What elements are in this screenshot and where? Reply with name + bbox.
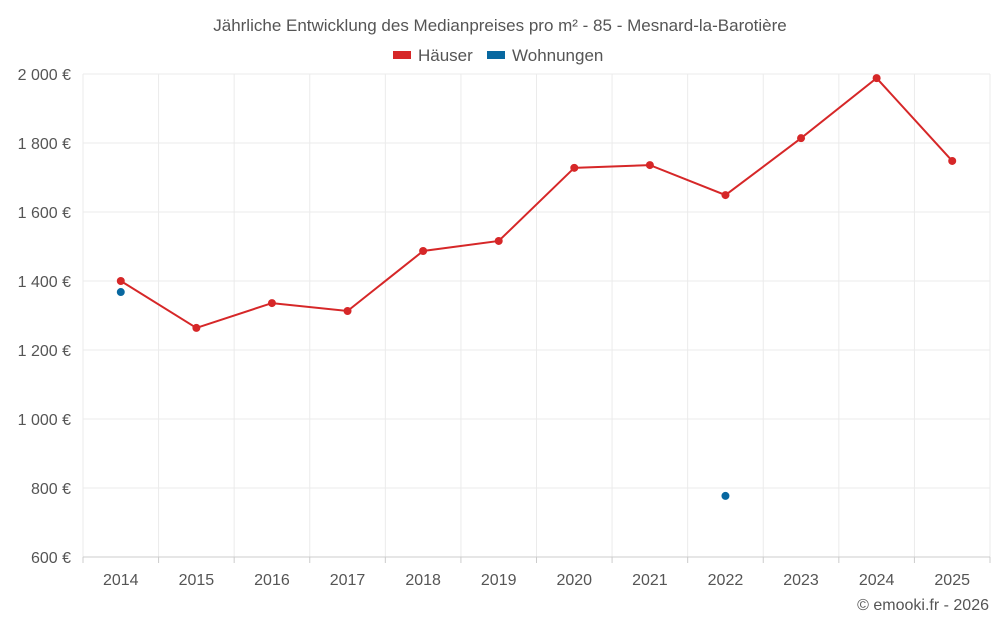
legend-label: Wohnungen xyxy=(512,46,603,65)
data-point xyxy=(645,161,654,170)
x-tick-label: 2019 xyxy=(481,572,517,589)
x-tick-label: 2018 xyxy=(405,572,441,589)
y-tick-label: 1 400 € xyxy=(18,274,71,291)
y-tick-label: 2 000 € xyxy=(18,67,71,84)
legend-swatch xyxy=(393,51,411,59)
y-tick-label: 600 € xyxy=(31,550,71,567)
data-point xyxy=(419,246,428,255)
legend-swatch xyxy=(487,51,505,59)
data-point xyxy=(116,288,125,297)
legend-label: Häuser xyxy=(418,46,473,65)
data-point xyxy=(570,163,579,172)
x-tick-label: 2017 xyxy=(330,572,366,589)
credit-text: © emooki.fr - 2026 xyxy=(857,597,989,614)
x-tick-label: 2024 xyxy=(859,572,895,589)
data-point xyxy=(116,277,125,285)
y-tick-label: 1 800 € xyxy=(18,136,71,153)
series-line-häuser xyxy=(120,76,953,330)
legend: Häuser Wohnungen xyxy=(393,46,603,65)
y-tick-label: 1 000 € xyxy=(18,412,71,429)
y-tick-label: 800 € xyxy=(31,481,71,498)
x-tick-label: 2020 xyxy=(556,572,592,589)
y-tick-label: 1 600 € xyxy=(18,205,71,222)
data-point xyxy=(343,307,352,316)
x-tick-label: 2025 xyxy=(934,572,970,589)
x-tick-label: 2021 xyxy=(632,572,668,589)
data-point xyxy=(192,323,201,332)
data-point xyxy=(948,156,957,165)
data-point xyxy=(721,491,730,500)
x-tick-label: 2016 xyxy=(254,572,290,589)
y-tick-label: 1 200 € xyxy=(18,343,71,360)
data-point xyxy=(797,134,806,143)
x-tick-label: 2015 xyxy=(179,572,215,589)
data-point xyxy=(872,74,881,83)
data-point xyxy=(721,191,730,200)
chart-title: Jährliche Entwicklung des Medianpreises … xyxy=(213,16,787,35)
x-tick-label: 2023 xyxy=(783,572,819,589)
x-tick-label: 2022 xyxy=(708,572,744,589)
data-point xyxy=(494,236,503,245)
x-tick-label: 2014 xyxy=(103,572,139,589)
data-point xyxy=(267,299,276,308)
